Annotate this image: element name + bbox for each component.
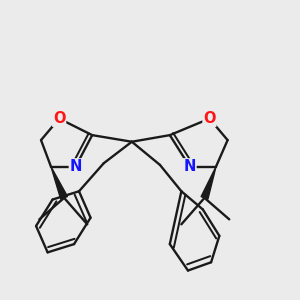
Text: N: N <box>70 159 82 174</box>
Polygon shape <box>201 167 216 199</box>
Polygon shape <box>51 167 68 199</box>
Text: O: O <box>53 111 65 126</box>
Text: N: N <box>183 159 196 174</box>
Text: O: O <box>203 111 216 126</box>
